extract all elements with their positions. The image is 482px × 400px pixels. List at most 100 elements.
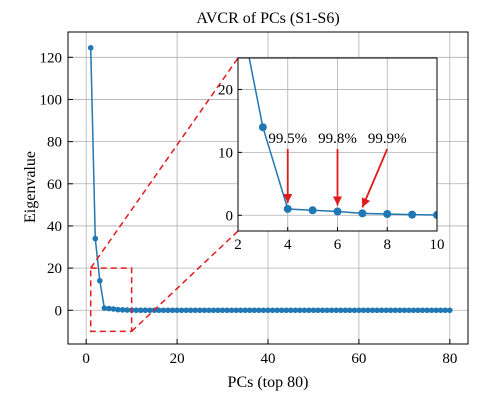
data-point — [237, 307, 244, 314]
y-tick-label: 80 — [47, 135, 62, 151]
data-point — [256, 307, 262, 314]
data-point — [369, 307, 376, 314]
data-point — [183, 307, 189, 314]
data-point — [306, 307, 312, 314]
data-point — [178, 307, 185, 314]
inset-data-point — [234, 0, 242, 5]
data-point — [119, 307, 126, 313]
data-point — [124, 307, 130, 313]
x-tick-label: 80 — [442, 351, 457, 367]
data-point — [147, 307, 153, 314]
data-point — [174, 307, 180, 314]
inset-x-tick-label: 4 — [284, 237, 292, 253]
data-point — [251, 307, 258, 314]
y-tick-label: 20 — [47, 261, 62, 277]
data-point — [219, 307, 226, 314]
data-point — [310, 307, 317, 314]
data-point — [133, 307, 139, 314]
data-point — [319, 307, 326, 314]
x-tick-label: 0 — [82, 351, 90, 367]
data-point — [265, 307, 271, 314]
data-point — [160, 307, 167, 314]
inset-x-tick-label: 10 — [430, 237, 445, 253]
data-point — [197, 307, 203, 314]
data-point — [351, 307, 358, 314]
data-point — [356, 307, 362, 314]
data-point — [210, 307, 217, 314]
data-point — [397, 307, 403, 314]
data-point — [442, 307, 449, 314]
inset-data-point — [333, 207, 342, 216]
y-tick-label: 40 — [47, 219, 62, 235]
data-point — [201, 307, 208, 314]
data-point — [169, 307, 176, 314]
x-tick-label: 20 — [170, 351, 185, 367]
data-point — [92, 235, 99, 242]
annotation-label: 99.8% — [318, 131, 357, 147]
inset-data-point — [258, 123, 267, 132]
data-point — [115, 306, 121, 313]
data-point — [383, 307, 389, 314]
inset-y-tick-label: 0 — [226, 208, 234, 224]
y-tick-label: 100 — [40, 92, 63, 108]
data-point — [87, 45, 94, 51]
data-point — [247, 307, 253, 314]
data-point — [437, 307, 444, 314]
annotation-arrow-head — [283, 193, 293, 203]
inset-x-tick-label: 2 — [234, 237, 242, 253]
data-point — [156, 307, 162, 314]
annotation-arrow-head — [361, 197, 371, 208]
y-tick-label: 60 — [47, 177, 62, 193]
inset-y-tick-label: 10 — [218, 145, 233, 161]
annotation-arrow-head — [333, 196, 342, 206]
data-point — [337, 307, 344, 314]
data-point — [447, 307, 453, 314]
y-axis-label: Eigenvalue — [22, 151, 39, 223]
data-point — [324, 307, 330, 314]
data-point — [374, 307, 380, 314]
data-point — [401, 307, 408, 314]
data-point — [142, 307, 149, 314]
y-tick-label: 0 — [55, 303, 63, 319]
data-point — [228, 307, 235, 314]
data-point — [315, 307, 321, 314]
data-point — [106, 305, 112, 312]
data-point — [165, 307, 171, 314]
data-point — [406, 307, 412, 314]
data-point — [297, 307, 303, 314]
data-point — [419, 307, 426, 314]
data-point — [333, 307, 339, 314]
main-series — [87, 45, 453, 314]
data-point — [187, 307, 194, 314]
data-point — [242, 307, 249, 314]
data-point — [110, 306, 117, 312]
data-point — [137, 307, 144, 314]
inset-x-tick-label: 8 — [384, 237, 392, 253]
inset-x-tick-label: 6 — [334, 237, 342, 253]
inset-data-point — [433, 210, 437, 219]
annotation-label: 99.9% — [368, 131, 407, 147]
data-point — [428, 307, 435, 314]
data-point — [97, 277, 103, 284]
x-tick-label: 60 — [351, 351, 366, 367]
inset-data-point — [383, 210, 392, 219]
data-point — [287, 307, 294, 314]
data-point — [347, 307, 353, 314]
data-point — [215, 307, 221, 314]
annotation-label: 99.5% — [268, 131, 307, 147]
inset-data-point — [283, 204, 292, 213]
y-tick-label: 120 — [40, 50, 63, 66]
inset-plot: 2 4 6 8 10 0 10 20 99.5% 99.8% 99.9% — [218, 0, 445, 253]
data-point — [292, 307, 299, 314]
data-point — [233, 307, 239, 314]
data-point — [415, 307, 421, 314]
inset-data-point — [358, 209, 367, 218]
x-axis-label: PCs (top 80) — [228, 374, 309, 391]
data-point — [283, 307, 289, 314]
chart-title: AVCR of PCs (S1-S6) — [196, 10, 339, 27]
zoom-connector-bottom — [131, 230, 239, 332]
data-point — [269, 307, 276, 314]
annotation-arrow-shaft — [361, 148, 389, 208]
